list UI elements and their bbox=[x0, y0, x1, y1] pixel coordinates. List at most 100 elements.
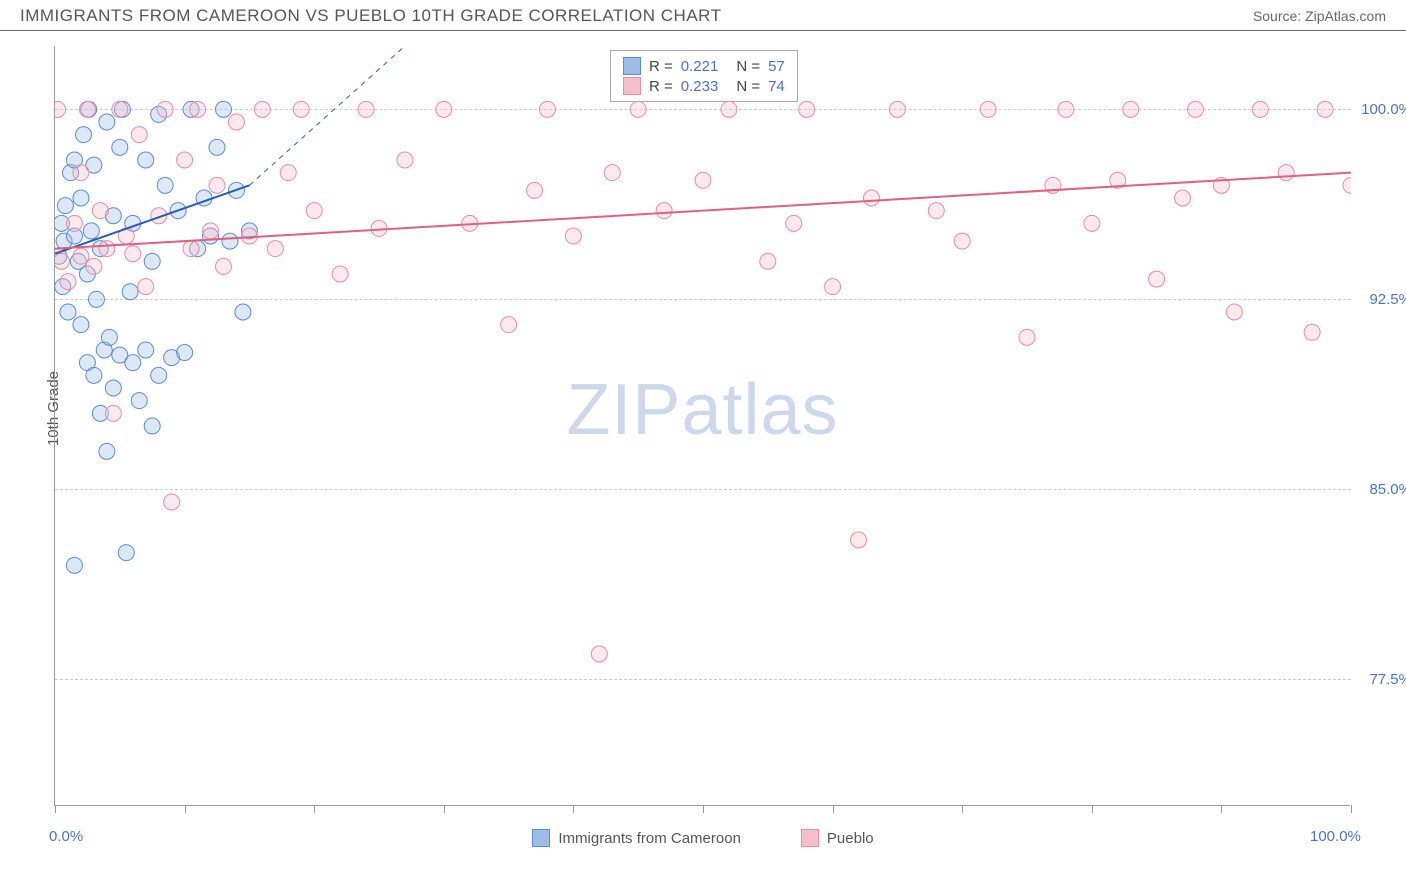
data-point bbox=[177, 345, 193, 361]
legend-swatch bbox=[801, 829, 819, 847]
data-point bbox=[55, 101, 66, 117]
data-point bbox=[151, 367, 167, 383]
data-point bbox=[760, 253, 776, 269]
legend-swatch bbox=[623, 77, 641, 95]
data-point bbox=[228, 114, 244, 130]
data-point bbox=[73, 165, 89, 181]
data-point bbox=[55, 253, 69, 269]
data-point bbox=[1123, 101, 1139, 117]
data-point bbox=[138, 342, 154, 358]
data-point bbox=[235, 304, 251, 320]
legend-top: R = 0.221N = 57R = 0.233N = 74 bbox=[610, 50, 798, 102]
legend-bottom-item: Pueblo bbox=[801, 829, 874, 847]
data-point bbox=[122, 284, 138, 300]
data-point bbox=[99, 114, 115, 130]
data-point bbox=[1343, 177, 1351, 193]
y-tick-label: 100.0% bbox=[1361, 101, 1406, 118]
legend-r-value: 0.233 bbox=[681, 78, 719, 95]
data-point bbox=[527, 182, 543, 198]
data-point bbox=[66, 215, 82, 231]
chart-title: IMMIGRANTS FROM CAMEROON VS PUEBLO 10TH … bbox=[20, 6, 722, 26]
data-point bbox=[144, 418, 160, 434]
chart-source: Source: ZipAtlas.com bbox=[1253, 8, 1386, 24]
chart-header: IMMIGRANTS FROM CAMEROON VS PUEBLO 10TH … bbox=[0, 0, 1406, 31]
data-point bbox=[99, 241, 115, 257]
data-point bbox=[215, 258, 231, 274]
x-tick bbox=[185, 805, 186, 813]
data-point bbox=[980, 101, 996, 117]
data-point bbox=[131, 127, 147, 143]
data-point bbox=[786, 215, 802, 231]
data-point bbox=[825, 279, 841, 295]
legend-r-label: R = bbox=[649, 58, 673, 75]
data-point bbox=[209, 139, 225, 155]
data-point bbox=[105, 380, 121, 396]
data-point bbox=[1317, 101, 1333, 117]
trend-line-dash bbox=[249, 46, 405, 185]
data-point bbox=[144, 253, 160, 269]
y-tick-label: 92.5% bbox=[1369, 291, 1406, 308]
data-point bbox=[125, 246, 141, 262]
data-point bbox=[332, 266, 348, 282]
data-point bbox=[397, 152, 413, 168]
data-point bbox=[358, 101, 374, 117]
data-point bbox=[209, 177, 225, 193]
data-point bbox=[131, 393, 147, 409]
x-tick bbox=[1351, 805, 1352, 813]
legend-swatch bbox=[623, 57, 641, 75]
data-point bbox=[721, 101, 737, 117]
data-point bbox=[118, 545, 134, 561]
x-tick-label: 0.0% bbox=[49, 828, 83, 845]
legend-bottom: Immigrants from Cameroon Pueblo bbox=[55, 829, 1351, 847]
legend-r-label: R = bbox=[649, 78, 673, 95]
y-tick-label: 85.0% bbox=[1369, 481, 1406, 498]
data-point bbox=[267, 241, 283, 257]
data-point bbox=[190, 101, 206, 117]
data-point bbox=[86, 258, 102, 274]
data-point bbox=[138, 279, 154, 295]
data-point bbox=[1019, 329, 1035, 345]
data-point bbox=[280, 165, 296, 181]
data-point bbox=[86, 367, 102, 383]
data-point bbox=[1175, 190, 1191, 206]
data-point bbox=[60, 274, 76, 290]
data-point bbox=[928, 203, 944, 219]
data-point bbox=[1278, 165, 1294, 181]
x-tick-label: 100.0% bbox=[1310, 828, 1361, 845]
data-point bbox=[591, 646, 607, 662]
legend-series-label: Pueblo bbox=[827, 830, 874, 847]
data-point bbox=[157, 101, 173, 117]
data-point bbox=[112, 139, 128, 155]
data-point bbox=[215, 101, 231, 117]
data-point bbox=[501, 317, 517, 333]
data-point bbox=[254, 101, 270, 117]
legend-series-label: Immigrants from Cameroon bbox=[558, 830, 741, 847]
x-tick bbox=[444, 805, 445, 813]
data-point bbox=[99, 443, 115, 459]
data-point bbox=[1084, 215, 1100, 231]
x-tick bbox=[55, 805, 56, 813]
data-point bbox=[1149, 271, 1165, 287]
data-point bbox=[79, 101, 95, 117]
data-point bbox=[203, 223, 219, 239]
x-tick bbox=[1092, 805, 1093, 813]
data-point bbox=[101, 329, 117, 345]
data-point bbox=[1187, 101, 1203, 117]
data-point bbox=[57, 198, 73, 214]
data-point bbox=[125, 355, 141, 371]
data-point bbox=[88, 291, 104, 307]
data-point bbox=[73, 248, 89, 264]
data-point bbox=[306, 203, 322, 219]
data-point bbox=[293, 101, 309, 117]
data-point bbox=[695, 172, 711, 188]
legend-n-label: N = bbox=[736, 58, 760, 75]
data-point bbox=[92, 203, 108, 219]
legend-top-row: R = 0.221N = 57 bbox=[623, 57, 785, 75]
plot-area: ZIPatlas R = 0.221N = 57R = 0.233N = 74 … bbox=[54, 46, 1350, 806]
x-tick bbox=[1221, 805, 1222, 813]
data-point bbox=[83, 223, 99, 239]
legend-n-value: 74 bbox=[768, 78, 785, 95]
data-point bbox=[630, 101, 646, 117]
legend-bottom-item: Immigrants from Cameroon bbox=[532, 829, 741, 847]
data-point bbox=[863, 190, 879, 206]
